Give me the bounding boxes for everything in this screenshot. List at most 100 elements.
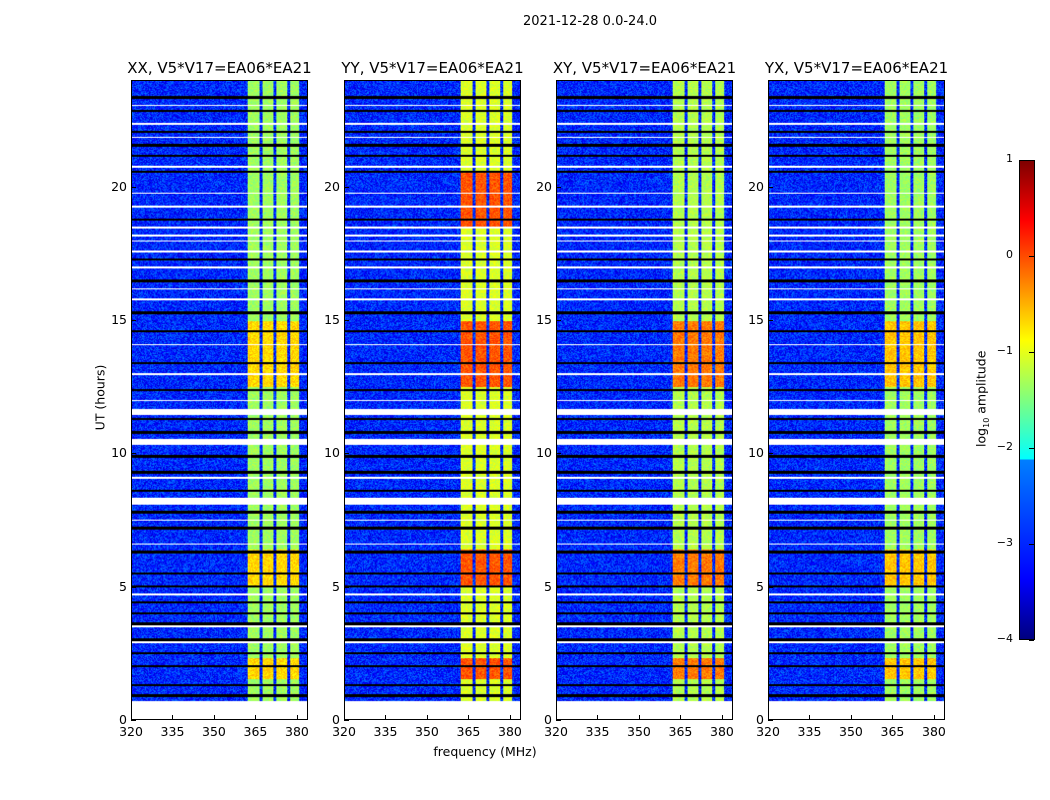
x-tick-label: 350: [415, 724, 439, 739]
panel-title: XX, V5*V17=EA06*EA21: [127, 59, 312, 77]
y-tick-label: 0: [119, 712, 127, 727]
y-tick-label: 20: [536, 178, 552, 194]
y-tick-mark: [344, 453, 349, 455]
heatmap-canvas: [345, 81, 520, 719]
x-tick-mark: [426, 715, 428, 720]
x-tick-label: 380: [922, 724, 946, 739]
colorbar-tick-label: −4: [996, 632, 1013, 645]
x-tick-label: 380: [285, 724, 309, 739]
y-tick-label: 5: [756, 578, 764, 594]
x-tick-mark: [172, 715, 174, 720]
y-tick-mark: [344, 320, 349, 321]
x-tick-mark: [556, 715, 557, 720]
y-tick-mark: [131, 320, 136, 321]
y-tick-label: 0: [332, 712, 340, 727]
panel-title: YX, V5*V17=EA06*EA21: [764, 59, 949, 77]
x-tick-label: 320: [332, 724, 356, 739]
x-tick-mark: [597, 715, 599, 720]
y-tick-mark: [768, 720, 773, 721]
y-tick-label: 10: [536, 445, 552, 461]
y-tick-label: 10: [748, 445, 764, 461]
heatmap-canvas: [557, 81, 732, 719]
x-tick-mark: [255, 715, 257, 720]
colorbar-tick-label: 1: [1006, 152, 1013, 165]
x-tick-mark: [213, 715, 215, 720]
colorbar-tick-label: −1: [996, 344, 1013, 357]
y-tick-label: 15: [324, 312, 340, 327]
y-tick-mark: [131, 186, 136, 188]
x-tick-mark: [850, 715, 852, 720]
y-tick-label: 15: [748, 312, 764, 327]
colorbar-tick-label: −3: [996, 536, 1013, 549]
colorbar-label-sub: 10: [981, 417, 991, 428]
y-tick-mark: [768, 586, 773, 588]
y-tick-label: 10: [111, 445, 127, 461]
y-tick-label: 20: [748, 178, 764, 194]
x-tick-mark: [768, 715, 769, 720]
x-tick-label: 365: [243, 724, 268, 739]
x-tick-label: 335: [373, 724, 398, 739]
y-tick-label: 15: [536, 312, 552, 327]
x-tick-mark: [892, 715, 894, 720]
y-tick-mark: [556, 720, 561, 721]
y-tick-label: 20: [324, 178, 340, 194]
x-tick-mark: [296, 715, 298, 720]
spectrogram-panel-2: [556, 80, 733, 720]
colorbar-tick-mark: [1029, 640, 1034, 641]
colorbar-tick-mark: [1029, 160, 1034, 161]
x-tick-mark: [680, 715, 682, 720]
spectrogram-panel-1: [344, 80, 521, 720]
y-tick-mark: [556, 186, 561, 188]
y-tick-mark: [131, 720, 136, 721]
x-tick-mark: [933, 715, 935, 720]
x-tick-label: 380: [498, 724, 522, 739]
x-tick-label: 350: [202, 724, 226, 739]
colorbar-tick-mark: [1029, 352, 1034, 353]
x-tick-mark: [468, 715, 470, 720]
panel-title: XY, V5*V17=EA06*EA21: [552, 59, 737, 77]
x-tick-label: 380: [710, 724, 734, 739]
colorbar: [1019, 160, 1035, 640]
x-tick-label: 365: [668, 724, 693, 739]
y-tick-mark: [768, 320, 773, 321]
x-tick-mark: [721, 715, 723, 720]
x-tick-mark: [638, 715, 640, 720]
colorbar-tick-label: 0: [1006, 248, 1013, 261]
colorbar-tick-mark: [1029, 544, 1034, 545]
y-tick-mark: [556, 453, 561, 455]
x-tick-label: 335: [585, 724, 610, 739]
spectrogram-panel-0: [131, 80, 308, 720]
x-tick-label: 335: [160, 724, 185, 739]
y-tick-label: 0: [544, 712, 552, 727]
x-tick-mark: [131, 715, 132, 720]
y-tick-label: 0: [756, 712, 764, 727]
y-tick-mark: [556, 586, 561, 588]
x-tick-label: 320: [119, 724, 143, 739]
y-tick-mark: [556, 320, 561, 321]
x-tick-label: 320: [756, 724, 780, 739]
heatmap-canvas: [769, 81, 944, 719]
x-tick-label: 365: [456, 724, 481, 739]
x-tick-label: 350: [839, 724, 863, 739]
y-tick-mark: [768, 453, 773, 455]
panel-title: YY, V5*V17=EA06*EA21: [341, 59, 524, 77]
colorbar-tick-mark: [1029, 448, 1034, 449]
spectrogram-panel-3: [768, 80, 945, 720]
y-tick-label: 20: [111, 178, 127, 194]
heatmap-canvas: [132, 81, 307, 719]
x-tick-mark: [385, 715, 387, 720]
y-tick-label: 10: [324, 445, 340, 461]
x-tick-mark: [509, 715, 511, 720]
x-tick-label: 350: [627, 724, 651, 739]
x-tick-mark: [809, 715, 811, 720]
y-tick-label: 5: [544, 578, 552, 594]
y-tick-label: 5: [332, 578, 340, 594]
y-tick-label: 5: [119, 578, 127, 594]
x-tick-label: 320: [544, 724, 568, 739]
colorbar-label-text: amplitude: [973, 350, 989, 418]
y-tick-mark: [131, 453, 136, 455]
figure-title: 2021-12-28 0.0-24.0: [523, 14, 657, 29]
x-tick-label: 335: [797, 724, 822, 739]
y-tick-mark: [768, 186, 773, 188]
